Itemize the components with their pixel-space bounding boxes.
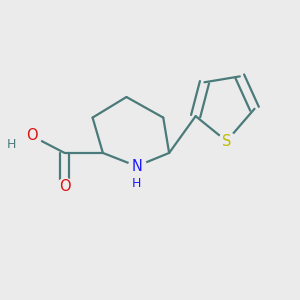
Text: H: H — [7, 139, 16, 152]
Text: H: H — [132, 177, 141, 190]
Text: N: N — [131, 159, 142, 174]
Text: O: O — [59, 179, 70, 194]
Text: O: O — [26, 128, 38, 143]
Text: S: S — [222, 134, 231, 149]
